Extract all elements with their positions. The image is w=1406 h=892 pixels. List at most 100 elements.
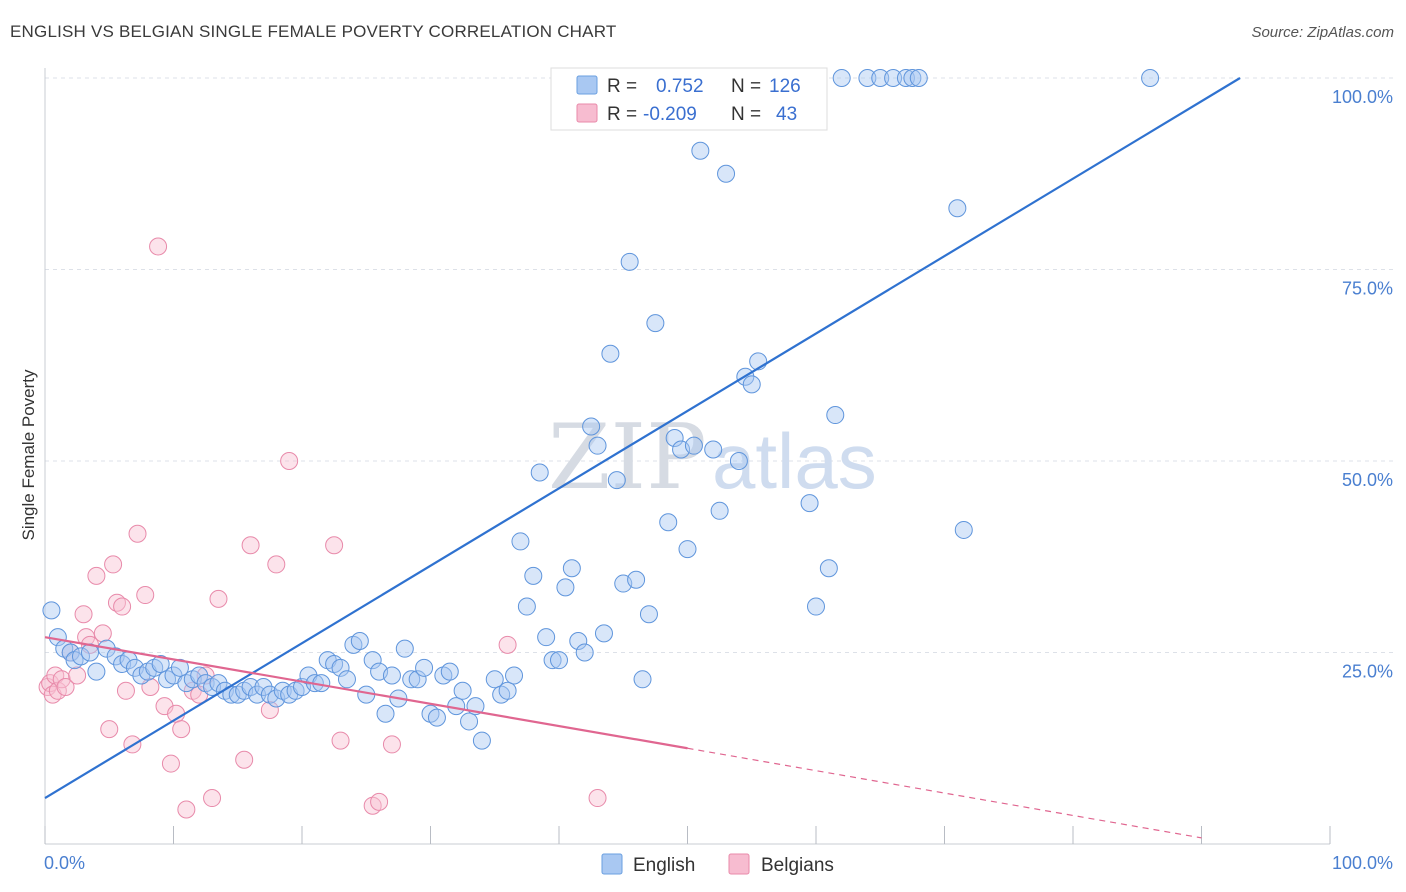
- belgian-point-9: [74, 605, 93, 624]
- x-tick-label-100: 100.0%: [1332, 853, 1393, 873]
- english-point-92: [646, 314, 665, 333]
- belgian-points: [38, 237, 607, 819]
- english-point-49: [363, 651, 382, 670]
- belgian-point-6: [56, 677, 75, 696]
- english-point-70: [505, 666, 524, 685]
- trend-lines: [44, 77, 1241, 839]
- english-point-117: [884, 69, 903, 87]
- english-points: [42, 69, 1160, 750]
- english-point-89: [627, 570, 646, 589]
- english-point-116: [871, 69, 890, 87]
- english-point-25: [209, 674, 228, 693]
- legend-bottom: English Belgians: [601, 853, 834, 876]
- legend-r-value-belgian: -0.209: [643, 104, 697, 125]
- belgian-point-13: [93, 624, 112, 643]
- belgian-point-21: [136, 586, 155, 605]
- y-tick-label-75: 75.0%: [1342, 279, 1393, 299]
- legend-top: R = 0.752 N = 126 R = -0.209 N = 43: [550, 67, 828, 131]
- english-point-61: [440, 662, 459, 681]
- belgian-point-40: [331, 731, 350, 750]
- english-point-69: [498, 681, 517, 700]
- legend-bottom-swatch-english: [601, 853, 623, 875]
- english-trend-line: [44, 77, 1241, 799]
- english-point-86: [607, 471, 626, 490]
- belgian-point-34: [235, 750, 254, 769]
- english-point-90: [633, 670, 652, 689]
- english-point-56: [408, 670, 427, 689]
- belgian-point-15: [104, 555, 123, 574]
- english-point-88: [620, 252, 639, 271]
- english-point-45: [337, 670, 356, 689]
- english-point-72: [517, 597, 536, 616]
- tick-labels: 25.0% 50.0% 75.0% 100.0% 0.0% 100.0%: [44, 87, 1393, 873]
- legend-swatch-belgian: [576, 103, 598, 123]
- watermark-atlas: atlas: [712, 417, 877, 505]
- english-point-93: [659, 513, 678, 532]
- belgian-point-8: [68, 666, 87, 685]
- english-point-80: [569, 632, 588, 651]
- english-point-102: [729, 452, 748, 470]
- english-point-67: [485, 670, 504, 689]
- belgian-point-23: [149, 237, 168, 256]
- english-point-47: [350, 632, 369, 651]
- belgian-point-39: [325, 536, 344, 555]
- belgian-point-14: [100, 720, 119, 739]
- english-point-104: [742, 375, 761, 394]
- english-point-5: [71, 647, 90, 666]
- english-point-91: [639, 605, 658, 624]
- belgian-point-27: [172, 720, 191, 739]
- english-point-0: [42, 601, 61, 620]
- belgian-point-45: [588, 789, 607, 808]
- english-point-118: [896, 69, 915, 87]
- english-point-52: [382, 666, 401, 685]
- belgian-point-32: [203, 789, 222, 808]
- english-point-44: [331, 658, 350, 677]
- english-point-123: [1141, 69, 1160, 87]
- english-point-84: [594, 624, 613, 643]
- belgian-trend-line: [44, 636, 688, 750]
- english-point-63: [453, 681, 472, 700]
- belgian-point-25: [161, 754, 180, 773]
- english-point-122: [954, 520, 973, 539]
- english-point-7: [87, 662, 106, 681]
- english-point-55: [402, 670, 421, 689]
- english-point-64: [460, 712, 479, 731]
- english-point-73: [524, 566, 543, 585]
- english-point-100: [710, 501, 729, 520]
- english-point-74: [530, 463, 549, 482]
- legend-r-value-english: 0.752: [656, 76, 704, 97]
- english-point-66: [472, 731, 491, 750]
- y-tick-label-100: 100.0%: [1332, 87, 1393, 107]
- english-point-114: [832, 69, 851, 87]
- english-point-85: [601, 344, 620, 363]
- english-point-112: [819, 559, 838, 578]
- english-point-120: [909, 69, 928, 87]
- legend-bottom-swatch-belgian: [728, 853, 750, 875]
- english-point-97: [684, 436, 703, 455]
- english-point-75: [537, 628, 556, 647]
- english-point-22: [190, 666, 209, 685]
- source-label: Source: ZipAtlas.com: [1251, 24, 1394, 41]
- belgian-point-20: [128, 524, 147, 543]
- y-axis-label: Single Female Poverty: [19, 369, 38, 541]
- belgian-point-43: [382, 735, 401, 754]
- belgian-point-12: [87, 566, 106, 585]
- english-point-31: [248, 685, 267, 704]
- english-point-81: [575, 643, 594, 662]
- belgian-trend-line-dashed: [687, 747, 1202, 839]
- legend-r-label-belgian: R =: [607, 104, 637, 125]
- legend-n-value-english: 126: [769, 76, 801, 97]
- english-point-16: [151, 654, 170, 673]
- belgian-point-42: [370, 792, 389, 811]
- english-point-76: [543, 651, 562, 670]
- legend-n-label-belgian: N =: [731, 104, 761, 125]
- y-tick-label-50: 50.0%: [1342, 470, 1393, 490]
- english-point-79: [562, 559, 581, 578]
- english-point-30: [241, 677, 260, 696]
- belgian-point-17: [113, 597, 132, 616]
- english-point-32: [254, 677, 273, 696]
- legend-r-label-english: R =: [607, 76, 637, 97]
- belgian-point-18: [116, 681, 135, 700]
- english-point-57: [415, 658, 434, 677]
